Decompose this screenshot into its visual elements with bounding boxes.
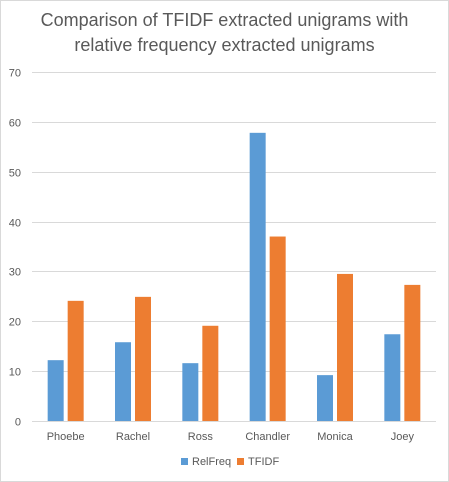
bar-relfreq-monica [317,375,333,421]
x-tick-label: Phoebe [47,431,85,443]
bar-tfidf-ross [202,326,218,421]
legend-label-tfidf: TFIDF [248,456,279,468]
bar-tfidf-chandler [270,237,286,421]
bar-relfreq-rachel [115,342,131,421]
bars [48,133,421,421]
y-tick-label: 60 [9,118,21,130]
x-axis-labels: Phoebe Rachel Ross Chandler Monica Joey [47,431,415,443]
y-axis-ticks: 0 10 20 30 40 50 60 70 [9,68,21,429]
bar-relfreq-ross [182,363,198,421]
y-tick-label: 0 [15,417,21,429]
bar-relfreq-chandler [250,133,266,421]
x-tick-label: Chandler [245,431,290,443]
y-tick-label: 70 [9,68,21,80]
bar-relfreq-phoebe [48,360,64,421]
bar-tfidf-rachel [135,297,151,421]
legend: RelFreq TFIDF [181,456,279,468]
x-tick-label: Monica [317,431,353,443]
y-tick-label: 40 [9,218,21,230]
bar-tfidf-joey [404,285,420,421]
legend-swatch-relfreq [181,458,188,465]
x-tick-label: Rachel [116,431,150,443]
gridlines [32,73,436,422]
bar-tfidf-monica [337,274,353,421]
bar-relfreq-joey [384,334,400,421]
y-tick-label: 20 [9,317,21,329]
y-tick-label: 10 [9,367,21,379]
y-tick-label: 30 [9,267,21,279]
y-tick-label: 50 [9,168,21,180]
legend-swatch-tfidf [237,458,244,465]
legend-label-relfreq: RelFreq [192,456,231,468]
bar-tfidf-phoebe [68,301,84,421]
x-tick-label: Joey [391,431,415,443]
x-tick-label: Ross [188,431,214,443]
